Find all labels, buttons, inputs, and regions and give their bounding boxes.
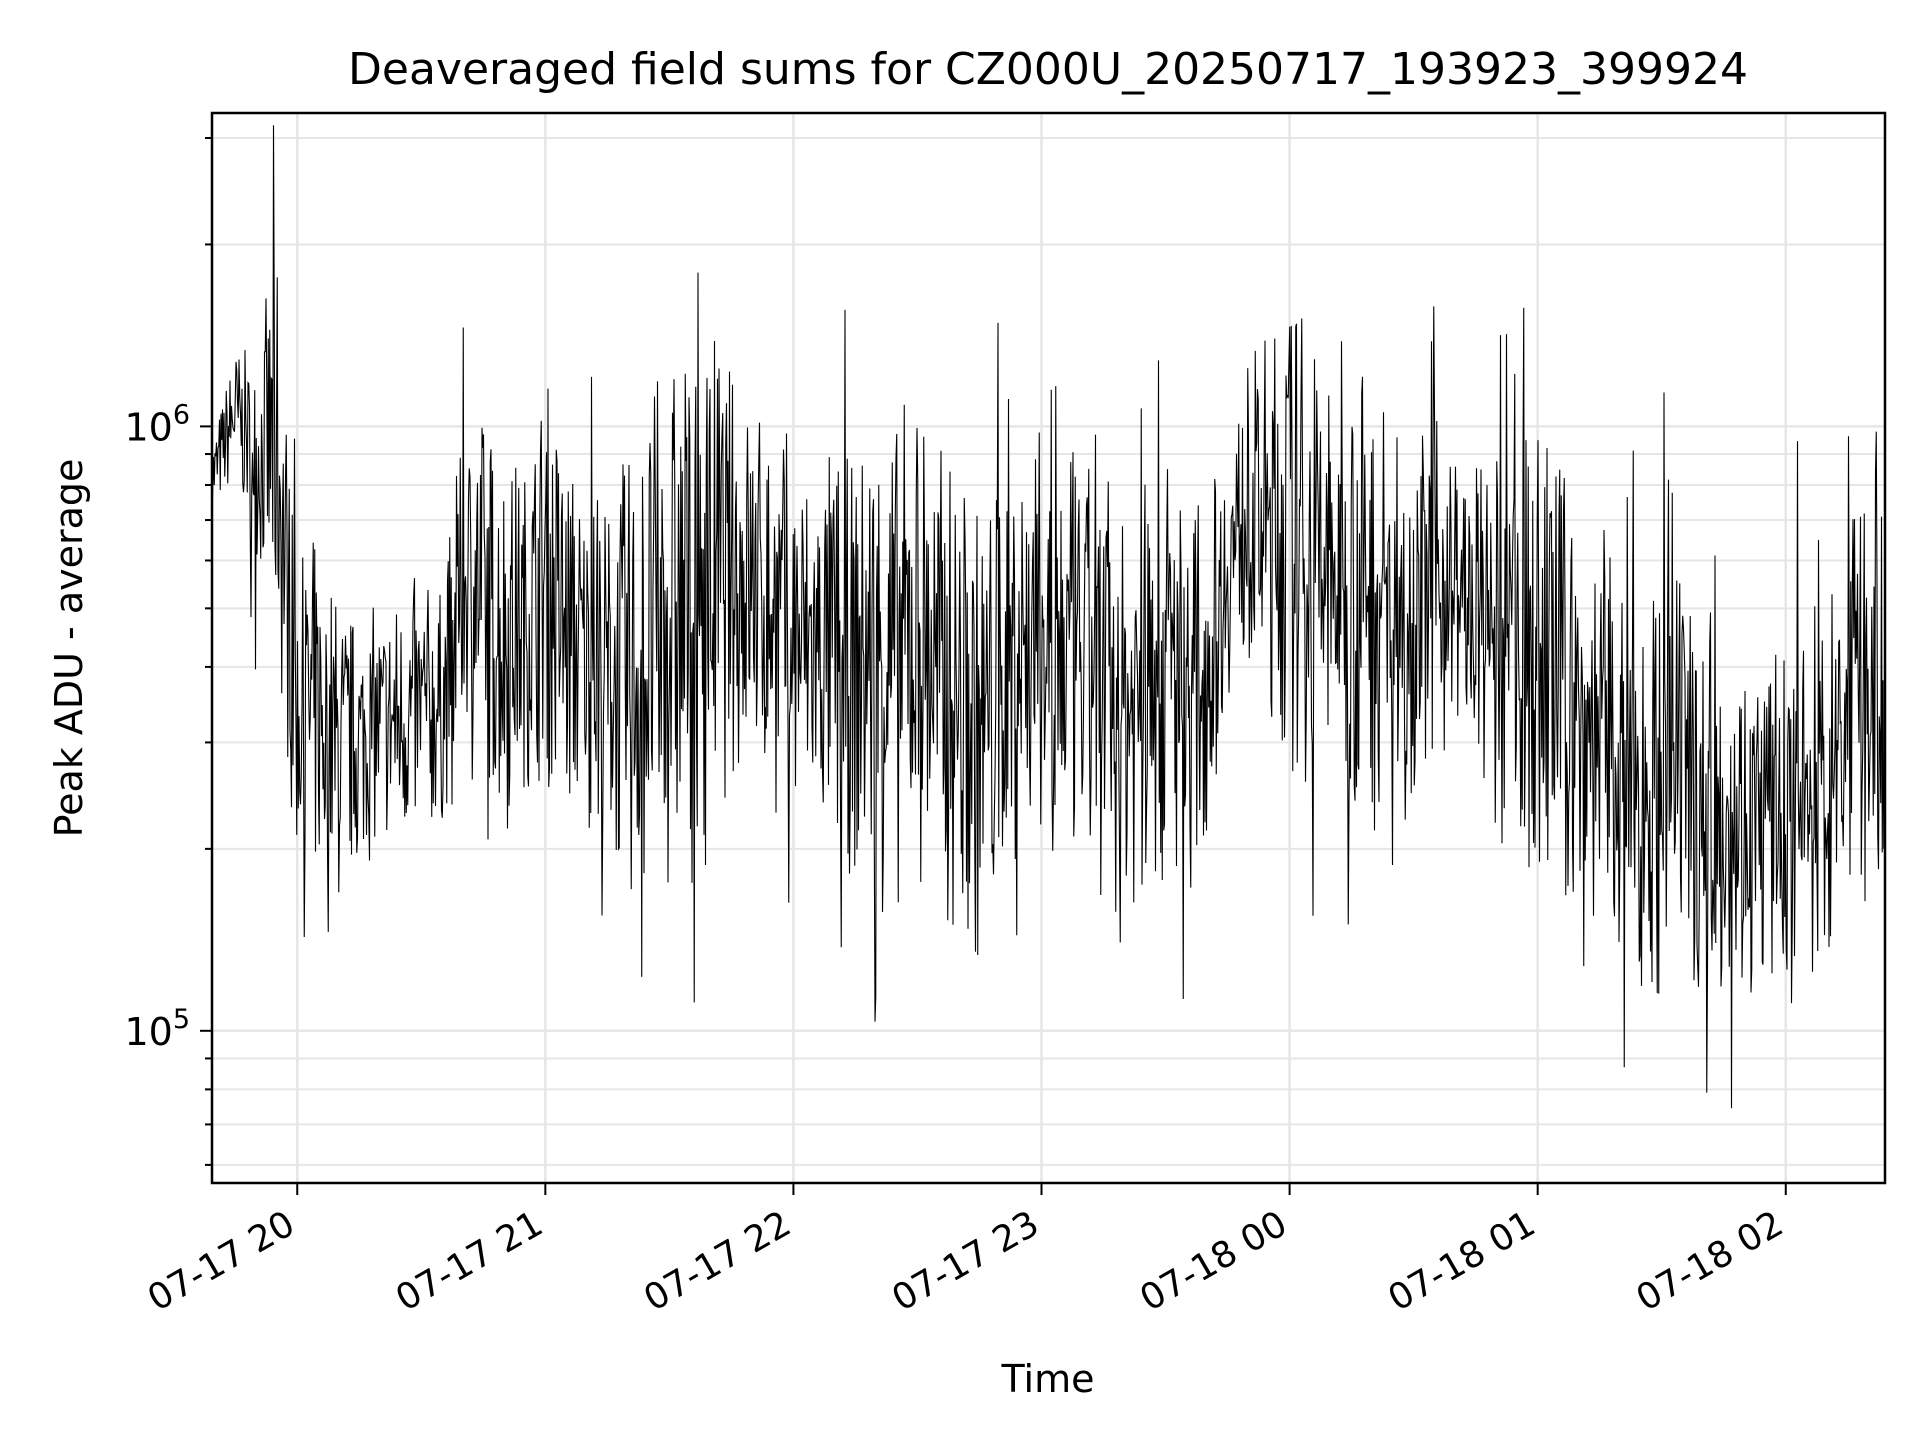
plot-frame bbox=[210, 111, 1887, 1185]
series-polyline bbox=[211, 125, 1885, 1109]
series-line bbox=[211, 125, 1885, 1109]
y-tick-label: 106 bbox=[124, 399, 190, 449]
y-axis: 105 106 bbox=[124, 137, 212, 1166]
y-axis-label: Peak ADU - average bbox=[47, 459, 91, 838]
chart-title: Deaveraged field sums for CZ000U_2025071… bbox=[348, 44, 1748, 95]
x-axis-label: Time bbox=[1001, 1357, 1095, 1401]
y-tick-label: 105 bbox=[124, 1004, 190, 1054]
